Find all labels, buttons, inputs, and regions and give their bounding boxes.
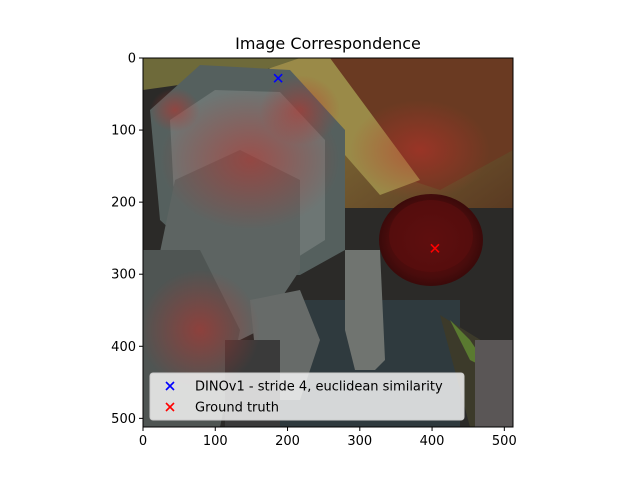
y-tick-label: 300 [111,268,136,283]
legend-label: Ground truth [195,401,279,416]
y-tick-label: 200 [111,196,136,211]
y-tick-label: 500 [111,412,136,427]
y-axis: 0 100 200 300 400 500 [111,52,143,427]
x-tick-label: 0 [139,434,147,449]
scatter-point-ground-truth [430,243,440,253]
x-tick-label: 400 [420,434,445,449]
legend-marker [165,402,175,412]
plot-frame [142,57,514,428]
background-image [143,58,513,427]
legend-label: DINOv1 - stride 4, euclidean similarity [195,380,443,395]
x-tick-label: 100 [203,434,228,449]
x-axis: 0 100 200 300 400 500 [139,427,517,449]
chart-title: Image Correspondence [235,34,421,53]
legend-box [149,372,465,421]
scatter-point-prediction [273,73,283,83]
markers-layer [273,73,440,253]
x-tick-label: 500 [492,434,517,449]
y-tick-label: 0 [128,52,136,67]
y-tick-label: 100 [111,124,136,139]
x-tick-label: 300 [347,434,372,449]
x-tick-label: 200 [275,434,300,449]
y-tick-label: 400 [111,340,136,355]
legend: DINOv1 - stride 4, euclidean similarity G… [149,372,465,421]
legend-marker [165,381,175,391]
